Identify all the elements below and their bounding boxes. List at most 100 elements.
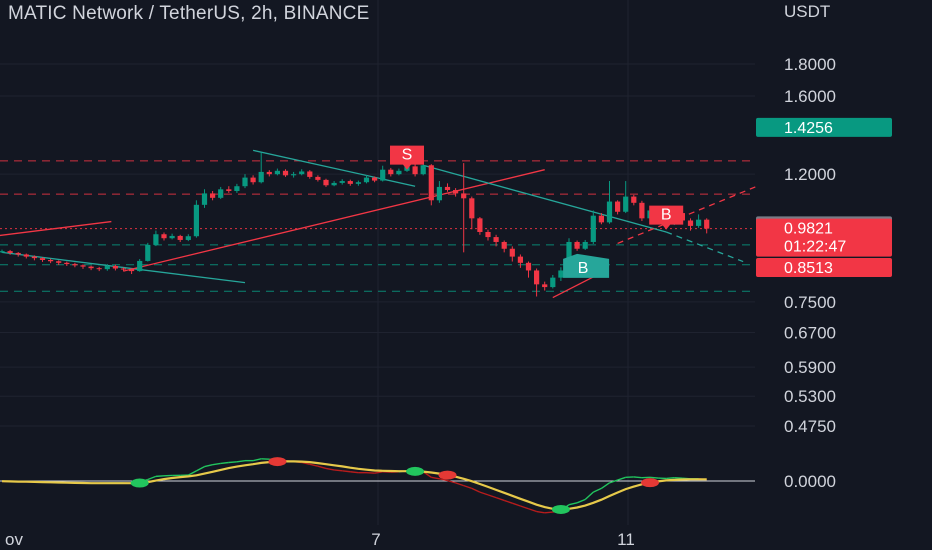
candle-body bbox=[315, 176, 321, 180]
candle bbox=[64, 261, 70, 266]
candle bbox=[129, 268, 135, 275]
candle-body bbox=[193, 204, 199, 237]
candle bbox=[598, 213, 604, 225]
macd-line-segment bbox=[593, 487, 602, 493]
candle bbox=[469, 196, 475, 230]
candle-body bbox=[501, 241, 507, 249]
macd-line-segment bbox=[228, 461, 237, 464]
candle-body bbox=[0, 251, 5, 253]
candle-body bbox=[218, 189, 224, 198]
candle-body bbox=[615, 201, 621, 212]
time-axis[interactable]: ov 7 11 bbox=[5, 530, 635, 549]
candle-body bbox=[258, 171, 264, 183]
candle bbox=[80, 264, 86, 269]
candle bbox=[7, 249, 13, 255]
price-tick-label: 0.5300 bbox=[784, 387, 836, 406]
candle bbox=[444, 183, 451, 192]
candle-body bbox=[436, 186, 442, 201]
candle bbox=[23, 253, 29, 259]
candle-body bbox=[23, 254, 29, 257]
candle bbox=[226, 186, 232, 193]
candle-body bbox=[39, 258, 46, 261]
trend-line bbox=[252, 149, 416, 187]
candle bbox=[388, 167, 394, 177]
candle-body bbox=[687, 220, 694, 226]
candle-body bbox=[355, 182, 361, 184]
candle-body bbox=[339, 181, 345, 183]
cross-marker bbox=[130, 478, 149, 488]
candle bbox=[120, 267, 127, 272]
macd-line-segment bbox=[520, 505, 529, 510]
macd-line-segment bbox=[187, 470, 197, 476]
macd-line-segment bbox=[196, 465, 205, 472]
candle bbox=[210, 190, 216, 201]
candle-body bbox=[517, 256, 523, 263]
candle bbox=[339, 179, 345, 185]
macd-line-segment bbox=[350, 471, 359, 474]
signal-buy-marker: B bbox=[563, 253, 610, 278]
candle bbox=[153, 230, 159, 247]
candle bbox=[48, 258, 54, 264]
horizontal-levels bbox=[0, 160, 755, 292]
candle-body bbox=[112, 265, 118, 269]
macd-line-segment bbox=[374, 471, 383, 474]
price-tick-label: 0.7500 bbox=[784, 293, 836, 312]
candle bbox=[96, 266, 102, 272]
candle bbox=[56, 260, 62, 266]
candle bbox=[291, 171, 297, 178]
signal-label: B bbox=[661, 207, 672, 224]
candle bbox=[323, 178, 329, 187]
candle-body bbox=[420, 165, 426, 175]
candle-body bbox=[177, 235, 183, 240]
candle-body bbox=[639, 202, 645, 219]
macd-line-segment bbox=[674, 476, 683, 479]
macd-line-segment bbox=[342, 470, 351, 473]
signal-box bbox=[563, 253, 610, 278]
candle bbox=[615, 200, 621, 215]
candle bbox=[315, 175, 321, 182]
candle-body bbox=[558, 270, 564, 278]
candle-body bbox=[64, 262, 70, 265]
macd-line-segment bbox=[236, 459, 246, 463]
macd-line-segment bbox=[204, 464, 213, 468]
candle-body bbox=[598, 215, 604, 223]
trend-line bbox=[552, 276, 594, 299]
macd-line-segment bbox=[503, 499, 513, 504]
candle bbox=[185, 234, 191, 242]
candle-body bbox=[323, 179, 329, 186]
candle-body bbox=[606, 201, 613, 223]
candle-body bbox=[542, 284, 548, 288]
candle-body bbox=[250, 177, 256, 183]
candle-body bbox=[469, 198, 475, 219]
candle bbox=[631, 194, 637, 206]
macd-line-segment bbox=[479, 491, 489, 496]
signal-box bbox=[649, 205, 684, 230]
candle bbox=[558, 267, 564, 281]
candle-body bbox=[104, 265, 110, 270]
signal-line bbox=[1, 460, 707, 511]
trend-line bbox=[423, 164, 667, 233]
candle bbox=[347, 179, 353, 186]
candle-body bbox=[574, 241, 580, 249]
candle bbox=[606, 181, 613, 224]
candle bbox=[696, 214, 702, 228]
candle-body bbox=[347, 181, 353, 184]
candle-body bbox=[477, 218, 483, 232]
candle-body bbox=[396, 170, 402, 175]
candle bbox=[15, 252, 21, 257]
candle bbox=[436, 181, 442, 203]
macd-line-segment bbox=[528, 508, 537, 513]
cross-marker bbox=[438, 470, 457, 480]
candle bbox=[582, 239, 588, 250]
price-tag: 0.8513 bbox=[756, 257, 892, 277]
candle-body bbox=[234, 186, 240, 191]
price-tag-countdown: 01:22:47 bbox=[784, 239, 846, 256]
candle bbox=[428, 164, 434, 206]
macd-line-segment bbox=[584, 491, 594, 501]
signal-sell-marker: S bbox=[390, 145, 424, 170]
macd-line-segment bbox=[334, 469, 343, 472]
candle-body bbox=[15, 252, 21, 255]
chart-grid bbox=[0, 0, 755, 525]
price-axis[interactable]: USDT 1.8000 1.6000 1.2000 0.7500 0.6700 0.5900… bbox=[784, 2, 836, 491]
